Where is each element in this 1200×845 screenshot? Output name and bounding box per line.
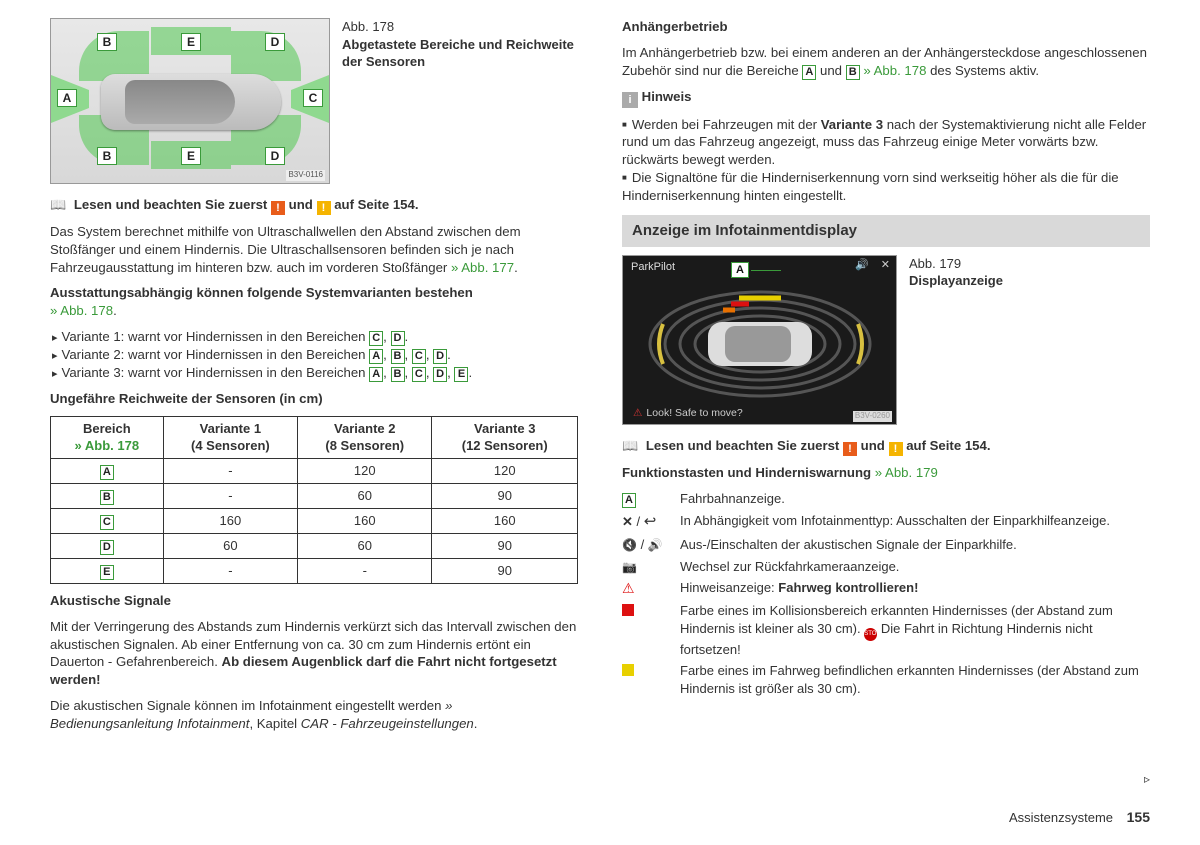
warning-orange-icon: ! <box>271 201 285 215</box>
acoustic-para-2: Die akustischen Signale können im Infota… <box>50 697 578 733</box>
figure-178-caption: Abb. 178 Abgetastete Bereiche und Reichw… <box>342 18 578 184</box>
intro-paragraph: Das System berechnet mithilfe von Ultras… <box>50 223 578 276</box>
acoustic-heading: Akustische Signale <box>50 592 578 610</box>
figure-179-caption: Abb. 179 Displayanzeige <box>909 255 1150 425</box>
book-icon <box>622 438 642 453</box>
read-first-note-2: Lesen und beachten Sie zuerst ! und ! au… <box>622 437 1150 456</box>
function-keys-list: AFahrbahnanzeige. / In Abhängigkeit vom … <box>622 490 1150 697</box>
variants-heading: Ausstattungsabhängig können folgende Sys… <box>50 284 578 320</box>
stop-icon: STOP <box>864 628 877 641</box>
warning-yellow-icon: ! <box>317 201 331 215</box>
keys-heading: Funktionstasten und Hinderniswarnung » A… <box>622 464 1150 482</box>
continue-arrow: ▹ <box>1144 771 1150 787</box>
ref-abb-177: » Abb. 177 <box>451 260 514 275</box>
yellow-square-icon <box>622 664 634 676</box>
sensor-range-table: Bereich» Abb. 178 Variante 1(4 Sensoren)… <box>50 416 578 584</box>
section-heading: Anzeige im Infotainmentdisplay <box>622 215 1150 247</box>
figure-178: A B E D C B E D B3V-0116 <box>50 18 330 184</box>
ref-abb-178: » Abb. 178 <box>50 303 113 318</box>
warning-orange-icon: ! <box>843 442 857 456</box>
variants-list: Variante 1: warnt vor Hindernissen in de… <box>50 328 578 382</box>
trailer-heading: Anhängerbetrieb <box>622 18 1150 36</box>
trailer-para: Im Anhängerbetrieb bzw. bei einem andere… <box>622 44 1150 80</box>
read-first-note: Lesen und beachten Sie zuerst ! und ! au… <box>50 196 578 215</box>
book-icon <box>50 197 70 212</box>
hint-heading: i Hinweis <box>622 88 1150 108</box>
red-square-icon <box>622 604 634 616</box>
info-icon: i <box>622 92 638 108</box>
page-footer: Assistenzsysteme 155 <box>1009 808 1150 827</box>
acoustic-para-1: Mit der Verringerung des Abstands zum Hi… <box>50 618 578 689</box>
warning-yellow-icon: ! <box>889 442 903 456</box>
figure-179: ParkPilot 🔊✕ A <box>622 255 897 425</box>
table-title: Ungefähre Reichweite der Sensoren (in cm… <box>50 390 578 408</box>
hint-list: Werden bei Fahrzeugen mit der Variante 3… <box>622 116 1150 205</box>
